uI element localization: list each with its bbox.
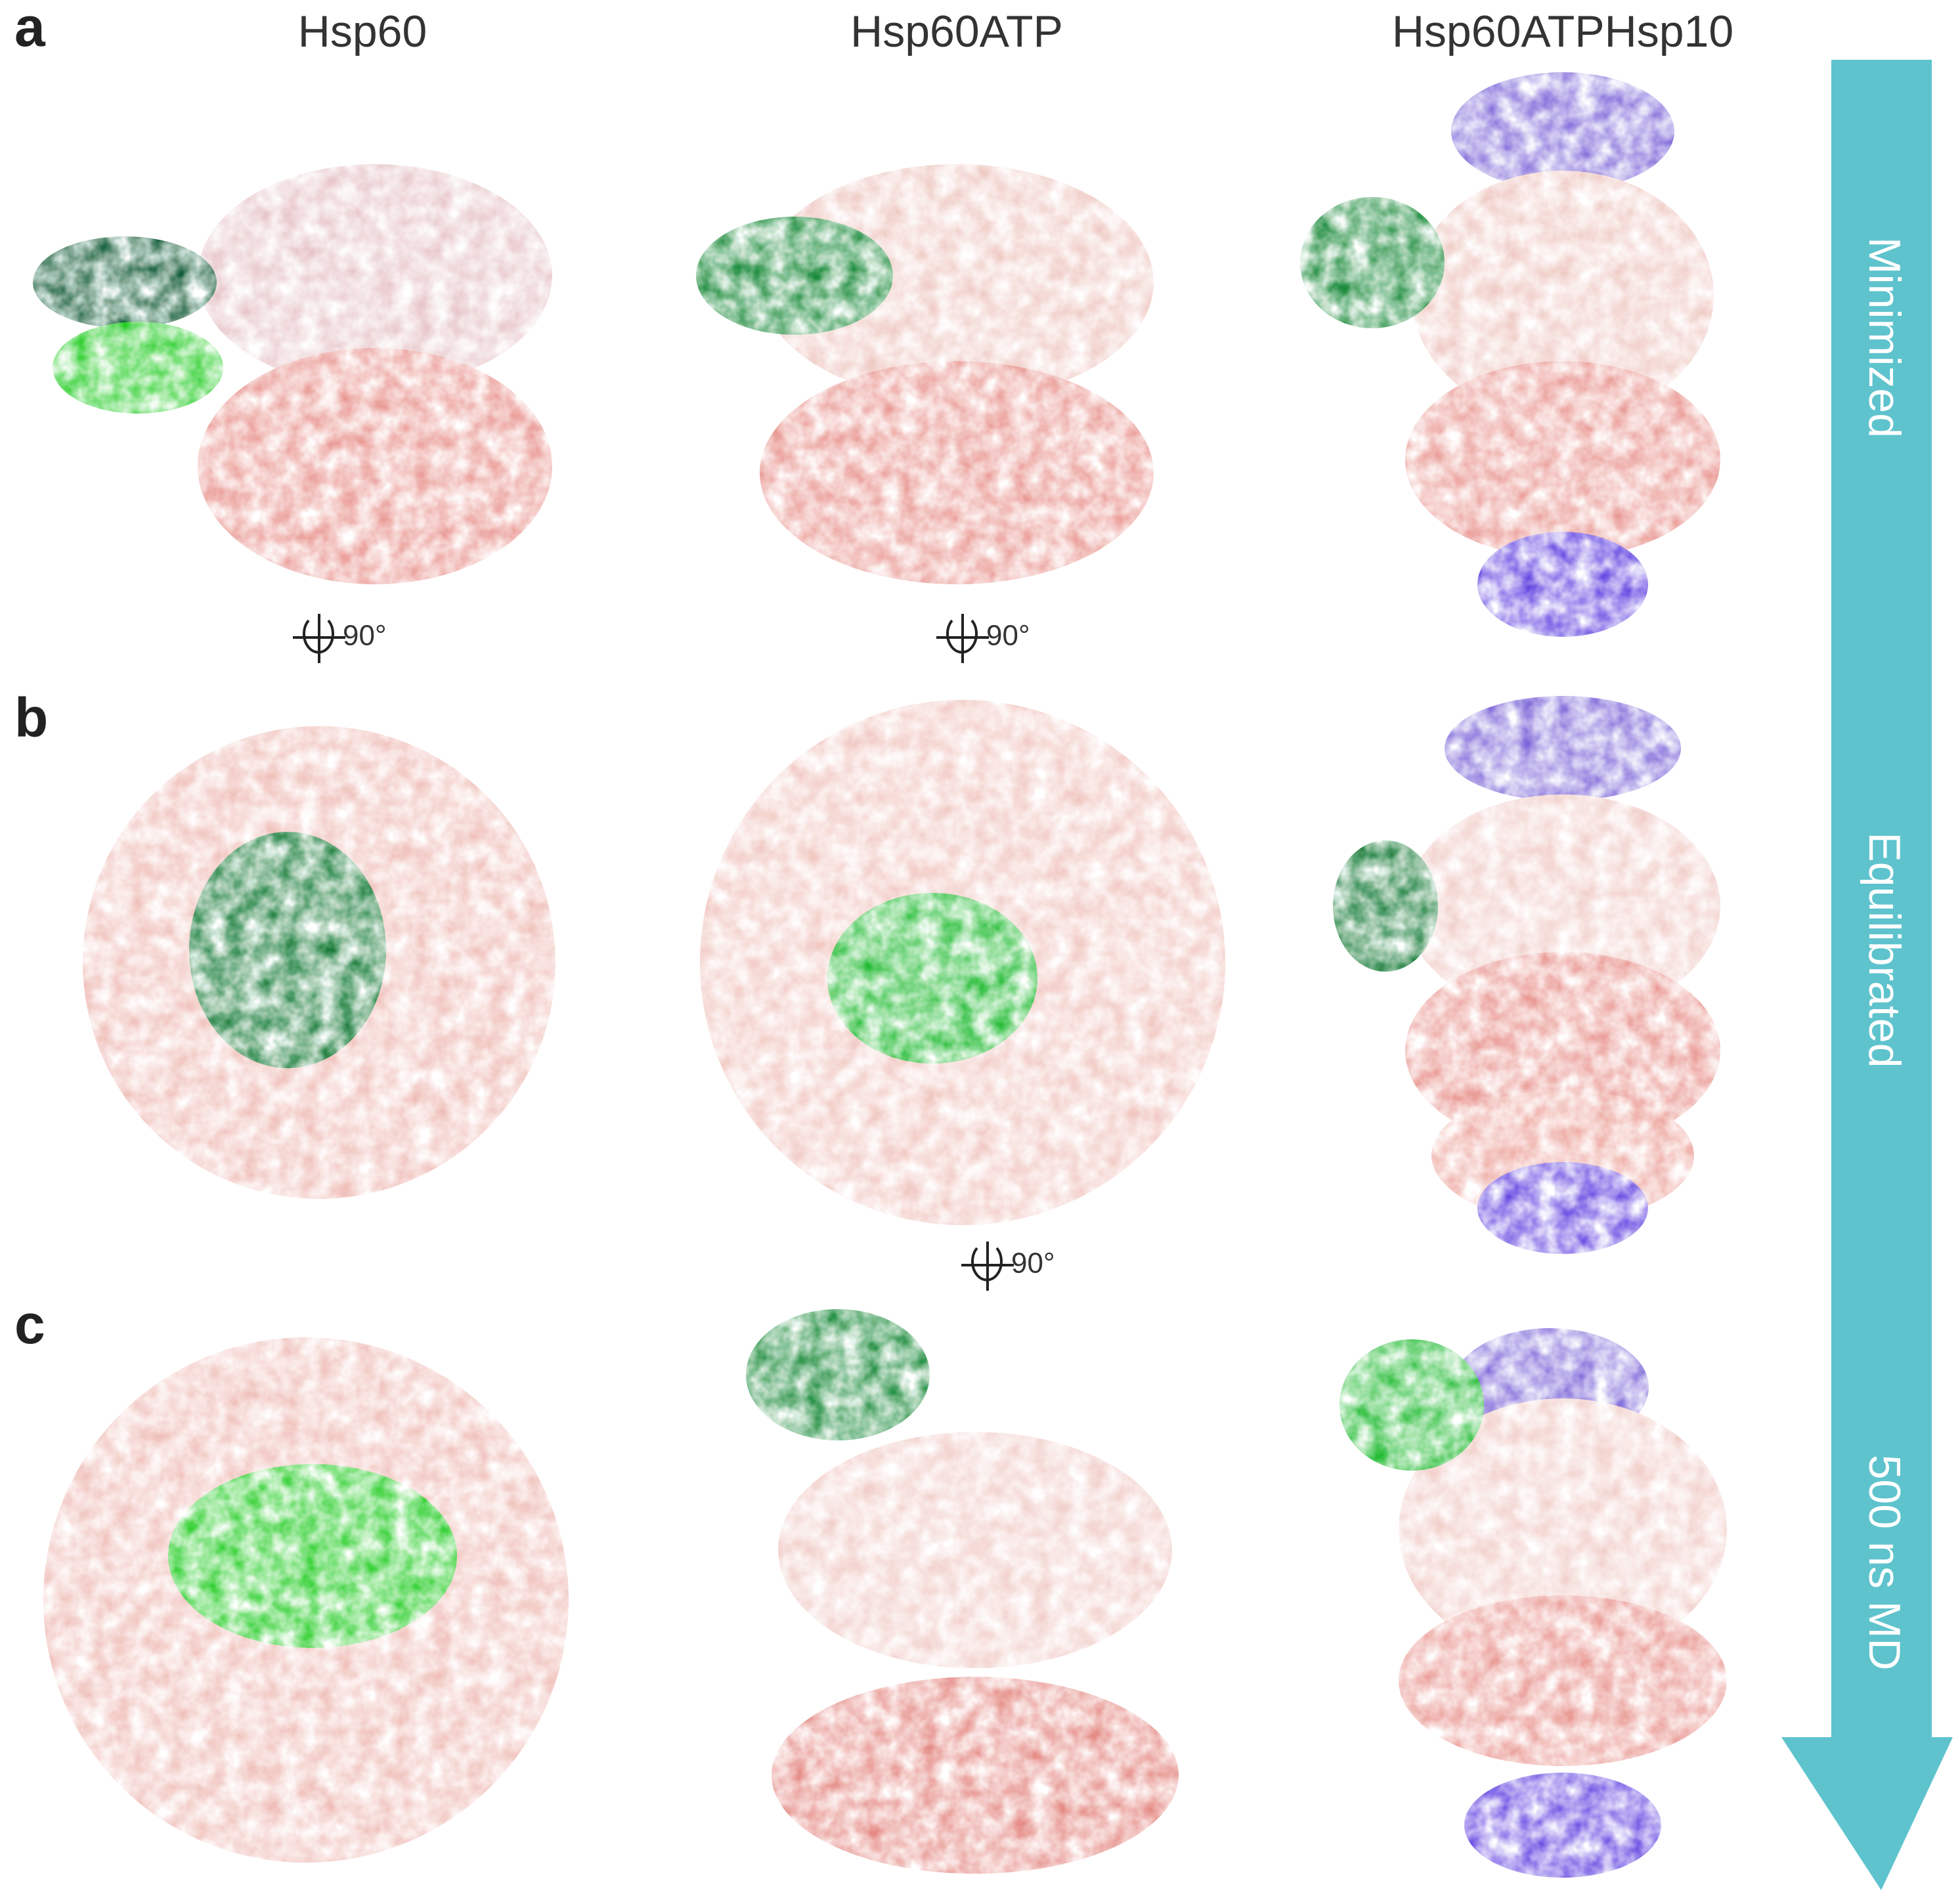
arrow-label: Minimized — [1860, 237, 1909, 438]
ligand — [827, 893, 1037, 1064]
time-arrow — [1781, 60, 1953, 1890]
panel-label: c — [14, 1293, 45, 1355]
hsp60-ring — [1405, 952, 1720, 1149]
ligand — [53, 322, 223, 414]
hsp60-ring — [1399, 1398, 1727, 1661]
column-title: Hsp60ATP — [850, 7, 1063, 56]
hsp10 — [1451, 72, 1674, 190]
panel-label: a — [14, 0, 46, 58]
panel-label: b — [14, 687, 48, 748]
hsp10 — [1464, 1773, 1661, 1878]
ligand — [33, 236, 217, 328]
ligand — [189, 832, 386, 1068]
hsp60-ring — [198, 348, 552, 584]
arrow-label: 500 ns MD — [1860, 1455, 1909, 1671]
hsp10 — [1477, 532, 1648, 637]
hsp60-ring — [1399, 1595, 1727, 1766]
arrow-label: Equilibrated — [1860, 832, 1909, 1068]
column-title: Hsp60 — [298, 7, 427, 56]
ligand — [1300, 197, 1445, 328]
ligand — [1339, 1339, 1484, 1471]
hsp60-ring — [778, 1432, 1172, 1668]
ligand — [168, 1464, 457, 1648]
ligand — [696, 217, 893, 335]
rotation-label: 90° — [986, 620, 1030, 652]
hsp60-ring — [772, 1677, 1179, 1874]
hsp60-ring — [760, 361, 1154, 584]
rotation-symbol — [293, 614, 1014, 1291]
hsp10 — [1445, 696, 1681, 801]
ligand — [1333, 840, 1438, 972]
hsp60-ring — [1405, 361, 1720, 558]
rotation-label: 90° — [1011, 1247, 1055, 1280]
hsp60-ring — [198, 164, 552, 387]
column-title: Hsp60ATPHsp10 — [1392, 7, 1733, 56]
hsp60-ring — [1412, 171, 1714, 420]
ligand — [746, 1309, 930, 1440]
hsp10 — [1477, 1162, 1648, 1254]
rotation-label: 90° — [343, 620, 387, 652]
hsp60-ring — [760, 164, 1154, 400]
hsp60-ring — [1405, 794, 1720, 1018]
structures — [33, 72, 1727, 1878]
